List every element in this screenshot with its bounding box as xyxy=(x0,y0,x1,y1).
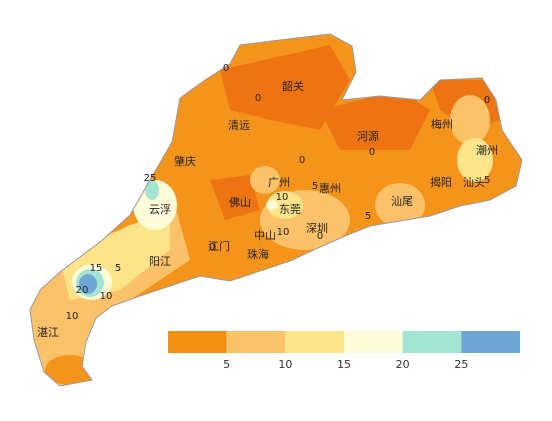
contour-label: 0 xyxy=(209,242,215,253)
city-label: 湛江 xyxy=(37,326,59,339)
city-label: 中山 xyxy=(254,229,276,242)
city-label: 清远 xyxy=(228,119,250,132)
city-label: 汕头 xyxy=(463,176,485,189)
legend-swatch xyxy=(402,331,462,353)
contour-label: 0 xyxy=(255,93,261,104)
city-label: 深圳 xyxy=(306,222,328,235)
contour-label: 5 xyxy=(365,211,371,222)
contour-label: 15 xyxy=(90,263,103,274)
legend-swatch xyxy=(168,331,227,353)
city-label: 广州 xyxy=(268,176,290,189)
city-label: 梅州 xyxy=(431,117,453,131)
contour-label: 5 xyxy=(312,181,318,192)
city-label: 河源 xyxy=(357,129,379,143)
legend-tick-label: 5 xyxy=(223,358,230,371)
city-label: 东莞 xyxy=(279,203,301,216)
city-label: 佛山 xyxy=(229,196,251,209)
city-label: 肇庆 xyxy=(174,154,196,168)
city-label: 汕尾 xyxy=(391,195,413,208)
city-label: 韶关 xyxy=(282,79,304,93)
city-label: 阳江 xyxy=(149,255,171,268)
legend-tick-label: 10 xyxy=(278,358,292,371)
contour-label: 10 xyxy=(276,192,289,203)
contour-label: 10 xyxy=(100,291,113,302)
city-label: 揭阳 xyxy=(430,175,452,189)
contour-label: 5 xyxy=(115,263,121,274)
city-label: 江门 xyxy=(208,239,230,253)
city-label: 云浮 xyxy=(149,203,171,216)
contour-label: 0 xyxy=(369,147,375,158)
contour-label: 0 xyxy=(317,231,323,242)
contour-label: 0 xyxy=(223,63,229,74)
city-label: 珠海 xyxy=(247,247,269,261)
contour-label: 10 xyxy=(277,227,290,238)
legend-tick-label: 25 xyxy=(454,358,468,371)
legend-swatch xyxy=(226,331,286,353)
legend-tick-label: 20 xyxy=(396,358,410,371)
legend: 5 10 15 20 25 xyxy=(168,331,520,371)
contour-label: 5 xyxy=(484,175,490,186)
legend-tick-label: 15 xyxy=(337,358,351,371)
legend-swatch xyxy=(461,331,520,353)
contour-label: 10 xyxy=(66,311,79,322)
contour-label: 20 xyxy=(76,285,89,296)
legend-swatch xyxy=(285,331,344,353)
legend-swatch xyxy=(344,331,403,353)
city-label: 潮州 xyxy=(476,143,498,157)
contour-label: 0 xyxy=(484,95,490,106)
contour-label: 0 xyxy=(299,155,305,166)
contour-label: 25 xyxy=(144,173,157,184)
city-label: 惠州 xyxy=(319,181,341,195)
